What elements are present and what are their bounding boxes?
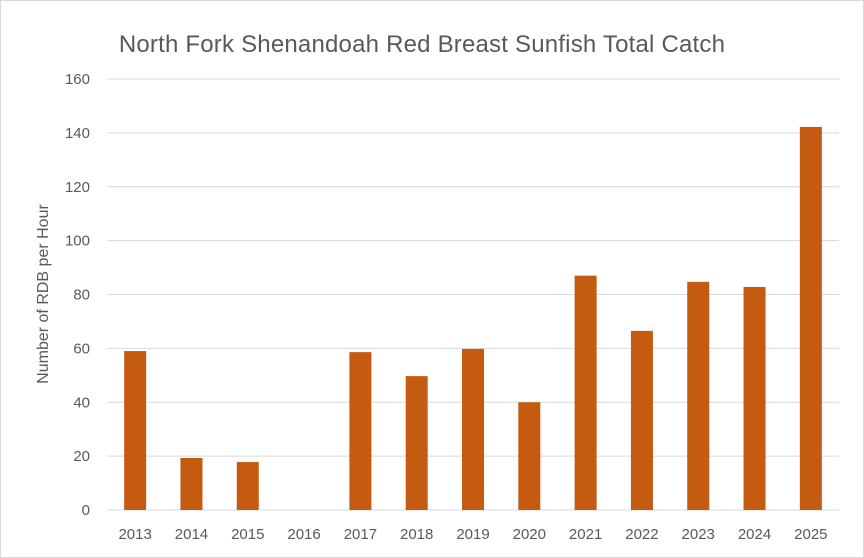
bar-2020 — [518, 402, 541, 510]
bar-2014 — [180, 458, 203, 510]
x-tick-label: 2016 — [287, 526, 320, 543]
bar-2023 — [687, 281, 710, 510]
bar-2024 — [743, 286, 766, 510]
chart-title: North Fork Shenandoah Red Breast Sunfish… — [118, 31, 726, 58]
bar-2022 — [630, 330, 653, 510]
y-tick-label: 160 — [65, 71, 90, 88]
x-tick-label: 2014 — [175, 526, 208, 543]
bar-2015 — [236, 462, 259, 510]
y-axis-title: Number of RDB per Hour — [35, 204, 52, 384]
y-tick-label: 80 — [73, 287, 90, 304]
x-tick-label: 2024 — [738, 526, 771, 543]
y-tick-label: 40 — [73, 394, 90, 411]
x-tick-label: 2022 — [625, 526, 658, 543]
bar-2021 — [574, 275, 597, 510]
y-tick-labels: 0 20 40 60 80 100 120 140 160 — [65, 71, 90, 519]
x-tick-label: 2015 — [231, 526, 264, 543]
x-tick-label: 2018 — [400, 526, 433, 543]
bar-2013 — [124, 351, 147, 510]
bar-2017 — [349, 352, 372, 510]
y-tick-label: 120 — [65, 179, 90, 196]
x-tick-label: 2013 — [118, 526, 151, 543]
bar-2025 — [799, 126, 822, 510]
y-tick-label: 60 — [73, 340, 90, 357]
x-tick-label: 2019 — [456, 526, 489, 543]
x-tick-label: 2025 — [794, 526, 827, 543]
y-tick-label: 0 — [82, 502, 90, 519]
bar-2018 — [405, 376, 428, 510]
x-tick-label: 2021 — [569, 526, 602, 543]
bars — [124, 126, 822, 510]
y-tick-label: 140 — [65, 125, 90, 142]
y-tick-label: 20 — [73, 448, 90, 465]
bar-2019 — [462, 348, 484, 510]
y-tick-label: 100 — [65, 233, 90, 250]
x-tick-label: 2017 — [344, 526, 377, 543]
x-tick-label: 2023 — [682, 526, 715, 543]
x-tick-labels: 2013 2014 2015 2016 2017 2018 2019 2020 2021 2022… — [118, 526, 827, 543]
x-tick-label: 2020 — [513, 526, 546, 543]
